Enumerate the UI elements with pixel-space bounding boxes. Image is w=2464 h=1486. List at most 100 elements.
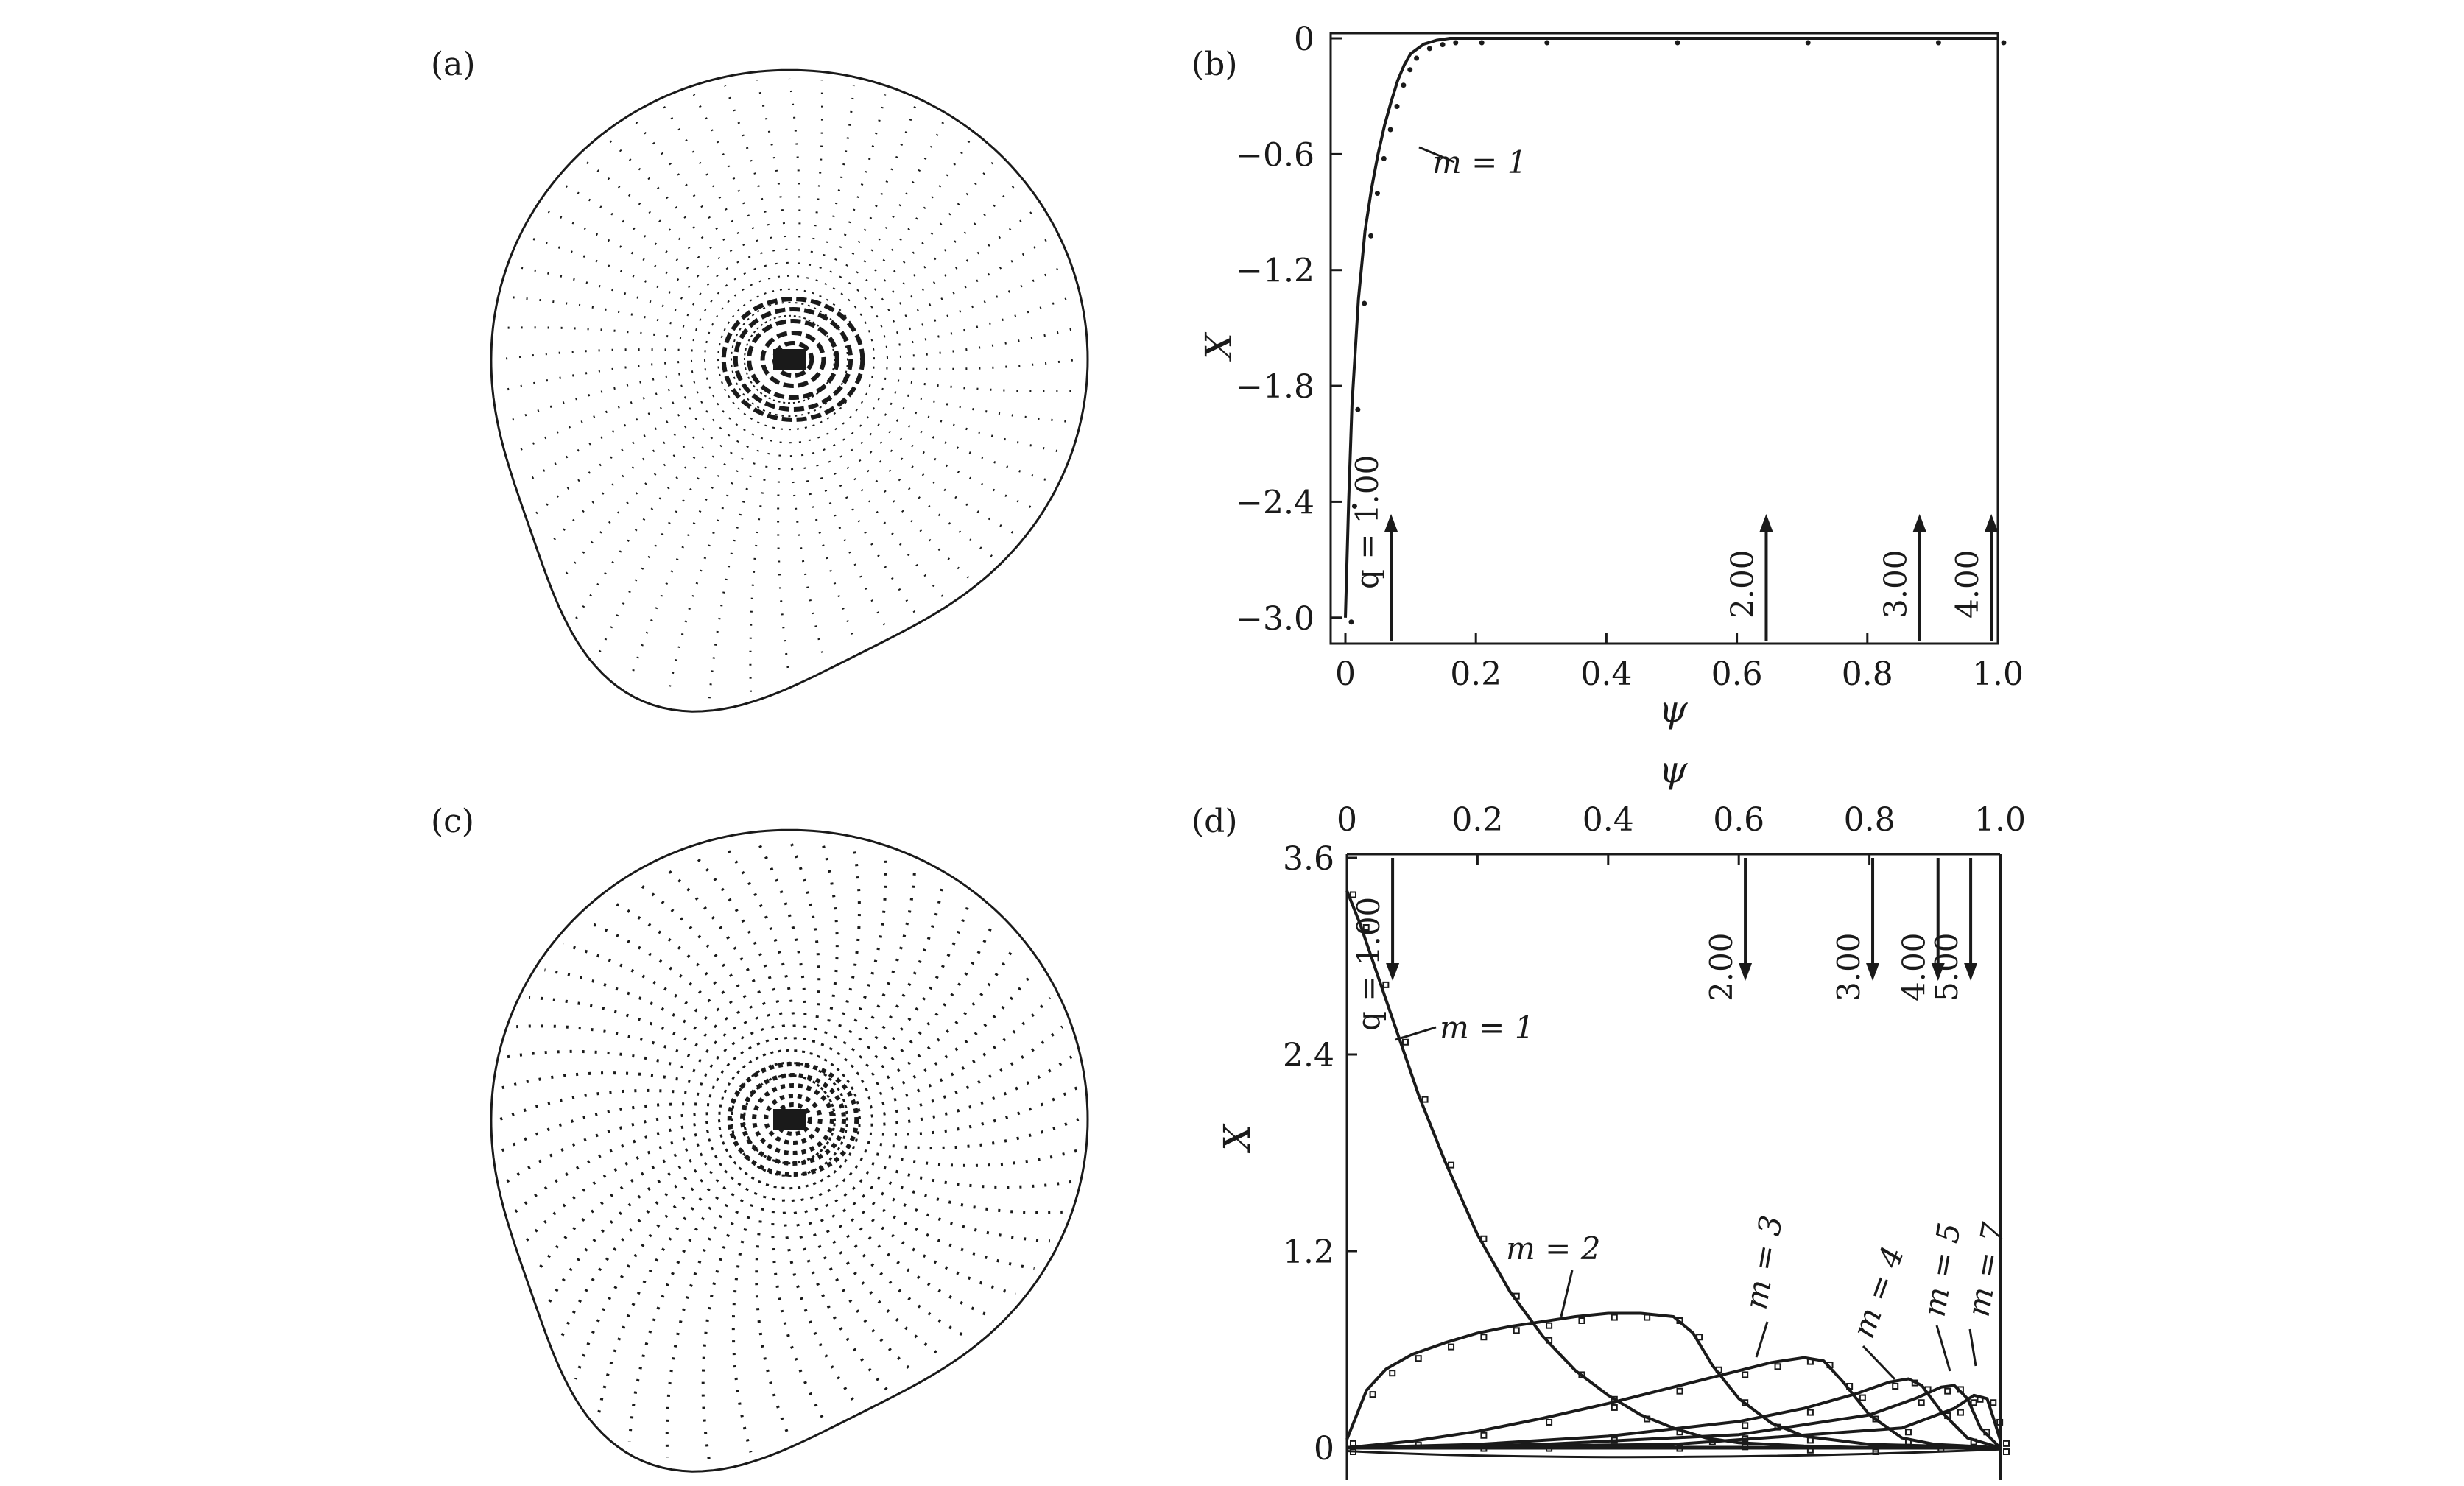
field-dot-line xyxy=(807,839,839,1082)
field-dot-line xyxy=(820,389,1016,535)
data-point-d xyxy=(1944,1387,1951,1395)
panel-label-c: (c) xyxy=(431,803,474,840)
data-point-d xyxy=(1911,1379,1918,1387)
data-point-d xyxy=(1944,1412,1951,1420)
field-dot-line xyxy=(515,265,750,342)
q-label-b: q = 1.00 xyxy=(1349,455,1385,589)
field-dot-line xyxy=(777,401,791,678)
data-point-d xyxy=(1382,981,1390,988)
data-point-d xyxy=(1401,1038,1409,1046)
data-point-d xyxy=(1350,1440,1356,1447)
field-dot-line xyxy=(832,367,1077,392)
field-dot-line xyxy=(506,362,746,423)
arrowhead-b xyxy=(1759,514,1773,532)
field-dot-line xyxy=(788,402,826,662)
series-label-d: m = 1 xyxy=(1440,1010,1534,1046)
field-dot-line xyxy=(833,1025,1064,1121)
field-dot-line xyxy=(815,1152,1035,1270)
x-tick-label-d: 0 xyxy=(1337,801,1357,839)
field-dot-line xyxy=(665,1151,763,1458)
field-dot-line xyxy=(574,388,759,620)
arrowhead-d xyxy=(1931,963,1945,981)
field-dot-line xyxy=(597,392,763,655)
inner-ring xyxy=(752,1083,834,1155)
series-label-d: m = 3 xyxy=(1738,1213,1790,1312)
data-point-d xyxy=(1977,1395,1984,1403)
field-dot-line xyxy=(787,1162,888,1391)
data-point-d xyxy=(1826,1362,1834,1369)
field-dot-line xyxy=(516,1024,756,1094)
x-tick-label-d: 0.4 xyxy=(1583,801,1634,839)
data-point-d xyxy=(1480,1235,1488,1242)
leader-line-d xyxy=(1968,1328,1977,1367)
field-dot-line xyxy=(798,401,888,631)
field-dot-line xyxy=(833,295,1072,356)
x-tick-label-b: 1.0 xyxy=(1972,655,2024,693)
data-point-b xyxy=(1544,40,1550,46)
y-tick-label-d: 3.6 xyxy=(1283,840,1334,878)
field-dot-line xyxy=(812,106,916,324)
field-dot-line xyxy=(833,1055,1073,1127)
magnetic-axis xyxy=(773,1109,806,1130)
field-dot-line xyxy=(634,880,782,1078)
data-point-d xyxy=(1918,1399,1925,1406)
inner-ring xyxy=(740,1073,846,1166)
plasma-boundary xyxy=(490,828,1089,1473)
field-dot-line xyxy=(545,381,753,549)
data-point-b xyxy=(1426,46,1432,52)
data-point-d xyxy=(1513,1327,1520,1334)
data-point-d xyxy=(1696,1334,1703,1341)
field-dot-line xyxy=(833,326,1077,361)
x-tick-label-b: 0 xyxy=(1335,655,1356,693)
field-dot-line xyxy=(724,85,786,317)
field-dot-line xyxy=(749,401,781,693)
field-dot-line xyxy=(731,1157,772,1453)
field-dot-line xyxy=(802,399,918,616)
data-point-b xyxy=(1374,191,1380,197)
data-point-d xyxy=(1970,1438,1977,1445)
field-dot-line xyxy=(831,943,1017,1108)
data-point-b xyxy=(1381,155,1387,161)
field-dot-line xyxy=(820,866,917,1091)
data-point-b xyxy=(1351,503,1357,509)
baseline-curve-d xyxy=(1346,1448,2001,1459)
data-point-d xyxy=(2003,1440,2010,1447)
field-dot-line xyxy=(544,968,764,1087)
plot-frame-b xyxy=(1329,32,1999,645)
field-dot-line xyxy=(803,85,855,320)
field-dot-line xyxy=(797,1161,945,1359)
field-dot-line xyxy=(781,1161,859,1406)
data-point-d xyxy=(1806,1358,1814,1365)
field-dot-line xyxy=(499,1088,749,1121)
data-point-b xyxy=(1368,233,1374,239)
field-dot-line xyxy=(816,854,887,1088)
x-axis-label-b: ψ xyxy=(1658,688,1688,730)
field-dot-line xyxy=(811,1155,1016,1296)
y-axis-label-b: X xyxy=(1197,331,1240,362)
data-point-d xyxy=(2003,1448,2010,1455)
field-dot-line xyxy=(812,845,862,1085)
y-axis-label-d: X xyxy=(1216,1123,1259,1154)
field-dot-line xyxy=(574,1140,753,1380)
series-line-d xyxy=(1345,1311,2001,1449)
field-dot-line xyxy=(756,839,807,1078)
leader-line-d xyxy=(1395,1026,1437,1041)
field-dot-line xyxy=(833,358,1080,371)
series-label-b-m1: m = 1 xyxy=(1432,144,1527,180)
field-dot-line xyxy=(507,1049,753,1098)
series-line-b xyxy=(1344,37,1998,618)
data-point-d xyxy=(1644,1314,1651,1321)
y-tick-label-d: 2.4 xyxy=(1283,1037,1334,1074)
field-dot-line xyxy=(557,384,756,584)
field-dot-line xyxy=(808,94,887,322)
field-dot-line xyxy=(830,1118,1080,1150)
field-dot-line xyxy=(608,138,767,324)
arrowhead-b xyxy=(1985,514,1999,532)
field-dot-line xyxy=(528,236,753,337)
field-dot-line xyxy=(831,236,1051,347)
inner-ring xyxy=(760,331,826,388)
data-point-d xyxy=(1872,1415,1879,1423)
data-point-b xyxy=(1414,55,1420,61)
data-point-d xyxy=(1990,1399,1997,1406)
q-label-b: 2.00 xyxy=(1724,549,1760,619)
